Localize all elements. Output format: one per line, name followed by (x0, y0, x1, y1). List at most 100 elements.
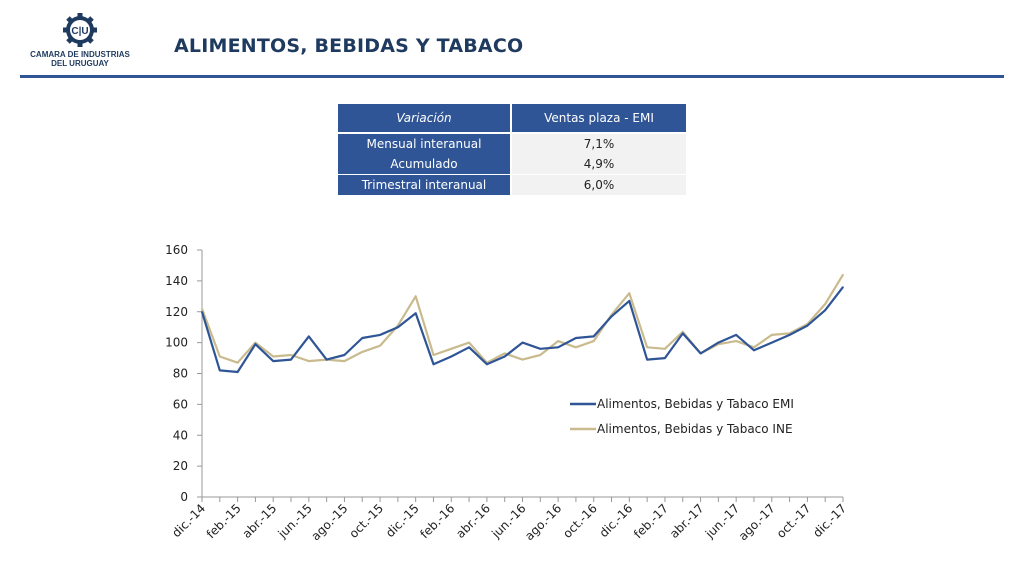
data-point (361, 337, 364, 339)
y-tick-label: 120 (165, 305, 188, 319)
data-point (308, 335, 310, 338)
data-point (592, 340, 595, 342)
x-tick-label: dic.-16 (597, 501, 636, 540)
data-point (575, 346, 577, 349)
data-point (770, 334, 773, 336)
summary-row-value: 6,0% (511, 174, 686, 195)
x-tick-label: dic.-17 (810, 501, 849, 540)
x-tick-label: jun.-16 (488, 501, 528, 541)
data-point (806, 324, 809, 327)
data-point (503, 352, 506, 355)
x-tick-label: ago.-15 (308, 501, 350, 543)
x-tick-label: jun.-17 (702, 501, 742, 541)
data-point (646, 358, 648, 361)
legend-label: Alimentos, Bebidas y Tabaco EMI (597, 397, 794, 411)
data-point (592, 335, 595, 338)
data-point (236, 361, 239, 364)
data-point (717, 341, 720, 344)
x-tick-label: feb.-16 (417, 501, 457, 541)
data-point (361, 351, 364, 353)
data-point (325, 358, 328, 361)
logo-mark-text: C|U (71, 26, 88, 37)
data-point (290, 358, 292, 361)
x-tick-label: feb.-17 (631, 501, 671, 541)
data-point (735, 334, 737, 336)
summary-row-label: Trimestral interanual (338, 174, 512, 195)
summary-header-variacion: Variación (338, 104, 512, 134)
y-tick-label: 140 (165, 274, 188, 288)
x-tick-label: oct.-16 (560, 501, 600, 541)
data-point (664, 348, 666, 350)
x-tick-label: ago.-16 (522, 501, 564, 543)
data-point (379, 334, 381, 336)
data-point (450, 355, 453, 358)
data-point (468, 341, 470, 344)
x-tick-label: dic.-15 (383, 501, 422, 540)
data-point (343, 360, 346, 362)
data-point (788, 334, 791, 336)
data-point (219, 355, 221, 358)
x-tick-label: oct.-17 (774, 501, 814, 541)
x-tick-label: ago.-17 (736, 501, 778, 543)
y-tick-label: 20 (173, 459, 188, 473)
data-point (503, 355, 506, 358)
y-tick-label: 80 (173, 367, 188, 381)
data-point (699, 352, 702, 355)
data-point (450, 348, 453, 350)
page-title: ALIMENTOS, BEBIDAS Y TABACO (174, 35, 524, 57)
data-point (468, 346, 470, 349)
data-point (397, 326, 399, 328)
x-tick-label: feb.-15 (204, 501, 244, 541)
data-point (753, 349, 755, 352)
data-point (842, 286, 844, 288)
data-point (824, 303, 826, 305)
x-tick-label: abr.-16 (453, 501, 493, 541)
summary-header-row: Variación Ventas plaza - EMI (338, 104, 686, 134)
gear-logo-icon: C|U (63, 13, 97, 47)
title-divider (20, 75, 1004, 78)
data-point (414, 295, 417, 298)
x-tick-label: dic.-14 (169, 501, 208, 540)
data-point (486, 363, 488, 366)
legend-label: Alimentos, Bebidas y Tabaco INE (597, 422, 793, 436)
data-point (219, 369, 221, 372)
summary-row-value: 4,9% (511, 154, 686, 175)
data-point (254, 343, 257, 345)
data-point (432, 363, 435, 366)
logo-line-2: DEL URUGUAY (51, 59, 109, 68)
data-point (290, 354, 292, 356)
data-point (681, 331, 684, 333)
logo-text: CAMARA DE INDUSTRIAS DEL URUGUAY (24, 50, 136, 68)
data-point (735, 340, 737, 342)
x-tick-label: oct.-15 (347, 501, 387, 541)
y-tick-label: 100 (165, 336, 188, 350)
data-point (557, 340, 559, 342)
summary-row: Acumulado 4,9% (338, 154, 686, 175)
logo-line-1: CAMARA DE INDUSTRIAS (30, 50, 130, 59)
data-point (681, 332, 684, 335)
data-point (379, 344, 381, 347)
data-point (753, 346, 755, 349)
data-point (343, 354, 346, 356)
data-point (539, 348, 542, 350)
summary-table: Variación Ventas plaza - EMI Mensual int… (338, 104, 686, 195)
y-tick-label: 60 (173, 397, 188, 411)
data-point (432, 354, 435, 356)
data-point (575, 337, 577, 339)
data-point (824, 309, 826, 312)
data-point (664, 357, 666, 359)
x-tick-label: abr.-17 (667, 501, 707, 541)
x-tick-label: jun.-15 (275, 501, 315, 541)
y-tick-label: 40 (173, 428, 188, 442)
data-point (272, 360, 275, 362)
data-point (308, 360, 310, 362)
y-tick-label: 160 (165, 243, 188, 257)
x-tick-label: abr.-15 (240, 501, 280, 541)
summary-row-label: Mensual interanual (338, 133, 512, 154)
data-point (610, 315, 613, 318)
summary-header-ventas: Ventas plaza - EMI (511, 104, 686, 134)
data-point (557, 346, 559, 349)
y-tick-label: 0 (180, 490, 188, 504)
summary-row-value: 7,1% (511, 133, 686, 154)
